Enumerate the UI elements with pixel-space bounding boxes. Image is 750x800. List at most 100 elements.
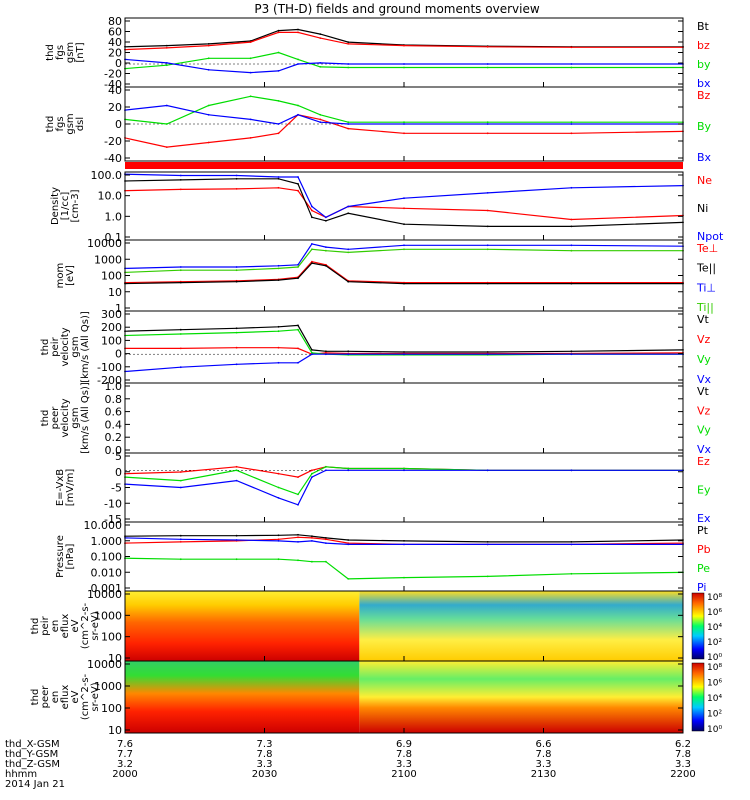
data-point	[179, 534, 182, 537]
series-te-	[124, 261, 683, 284]
y-axis-label: en	[50, 620, 61, 633]
data-point	[403, 576, 405, 579]
data-point	[249, 137, 252, 139]
data-point	[297, 324, 299, 327]
axis-row-value: 7.8	[675, 749, 691, 760]
axis-row-value: 3.3	[536, 759, 552, 770]
colorbar-tick-label: 10⁰	[707, 725, 722, 735]
data-point	[235, 174, 238, 177]
data-point	[347, 248, 350, 251]
data-point	[277, 70, 280, 72]
data-point	[325, 350, 327, 353]
y-axis-label: sr-eV)	[90, 611, 101, 640]
y-axis-label: peer	[40, 685, 51, 709]
y-axis-label: eV	[70, 690, 81, 703]
data-point	[277, 177, 280, 180]
y-tick-label: 0	[115, 466, 122, 479]
data-point	[570, 353, 573, 356]
legend-entry: by	[697, 58, 711, 71]
y-axis-label: gsm	[70, 336, 81, 357]
data-point	[277, 558, 280, 561]
legend-entry: Ti⊥	[696, 281, 716, 294]
legend-entry: Ni	[697, 202, 708, 215]
data-point	[319, 66, 322, 68]
legend-entry: bx	[697, 77, 711, 90]
data-point	[179, 541, 182, 543]
data-point	[347, 63, 350, 65]
y-axis-label: fgs	[55, 116, 66, 131]
data-point	[297, 176, 299, 178]
data-point	[311, 243, 313, 245]
data-point	[277, 31, 280, 34]
y-tick-label: 100	[101, 270, 122, 283]
data-point	[311, 351, 313, 354]
y-tick-label: -40	[104, 152, 122, 165]
y-tick-label: 10	[108, 286, 122, 299]
data-point	[403, 282, 405, 285]
data-point	[486, 225, 489, 228]
panel-10: 10⁸ 10⁶ 10⁴ 10² 10⁰ 10000 1000 100 10 thd peer en ef…	[30, 658, 722, 737]
y-axis-label: eflux	[60, 614, 71, 639]
data-point	[311, 248, 313, 251]
data-point	[277, 267, 280, 270]
data-point	[325, 542, 327, 544]
data-point	[179, 269, 182, 272]
data-point	[297, 266, 299, 268]
data-point	[403, 469, 405, 472]
data-point	[277, 472, 280, 475]
y-tick-label: 10000	[87, 588, 122, 601]
colorbar-tick-label: 10⁶	[707, 608, 722, 618]
y-tick-label: 0	[115, 57, 122, 70]
data-point	[297, 104, 299, 107]
series-pt	[124, 534, 684, 543]
y-tick-label: 40	[108, 36, 122, 49]
data-point	[235, 280, 238, 283]
axis-row-value: 7.3	[257, 739, 273, 750]
data-point	[486, 469, 489, 472]
y-axis-label: thd	[30, 689, 41, 706]
legend-entry: Ex	[697, 512, 711, 525]
data-point	[235, 534, 238, 537]
data-point	[403, 540, 405, 542]
axis-row-value: 3.2	[117, 759, 133, 770]
data-point	[297, 189, 299, 192]
data-point	[249, 57, 252, 60]
data-point	[325, 219, 327, 222]
data-point	[311, 262, 313, 264]
legend-entry: By	[697, 120, 712, 133]
data-point	[235, 188, 238, 190]
data-point	[297, 541, 299, 543]
data-point	[277, 51, 280, 54]
data-point	[319, 37, 322, 39]
data-point	[325, 465, 327, 468]
y-axis-label: [mV/m]	[65, 469, 76, 507]
legend-entry: Pi	[697, 581, 706, 594]
data-point	[403, 223, 405, 226]
data-point	[325, 560, 327, 563]
data-point	[347, 205, 350, 208]
legend-entry: Bz	[697, 89, 711, 102]
series-ex	[124, 469, 683, 506]
data-point	[179, 266, 182, 268]
data-point	[297, 113, 299, 116]
y-axis-label: dsl	[75, 117, 86, 131]
y-tick-label: 10000	[87, 237, 122, 250]
data-point	[347, 578, 350, 580]
series-by	[124, 51, 683, 70]
series-bx	[124, 104, 683, 125]
y-tick-label: 100	[101, 702, 122, 715]
data-point	[325, 216, 327, 219]
data-point	[179, 174, 182, 177]
data-point	[297, 183, 299, 185]
data-point	[297, 476, 299, 478]
data-point	[297, 28, 299, 31]
axis-row-value: 7.6	[117, 739, 133, 750]
y-axis-label: thd	[45, 44, 56, 61]
data-point	[179, 328, 182, 331]
data-point	[486, 66, 489, 69]
data-point	[207, 68, 210, 71]
data-point	[403, 244, 405, 247]
data-point	[297, 347, 299, 350]
data-point	[311, 560, 313, 563]
y-axis-label: eflux	[60, 685, 71, 710]
